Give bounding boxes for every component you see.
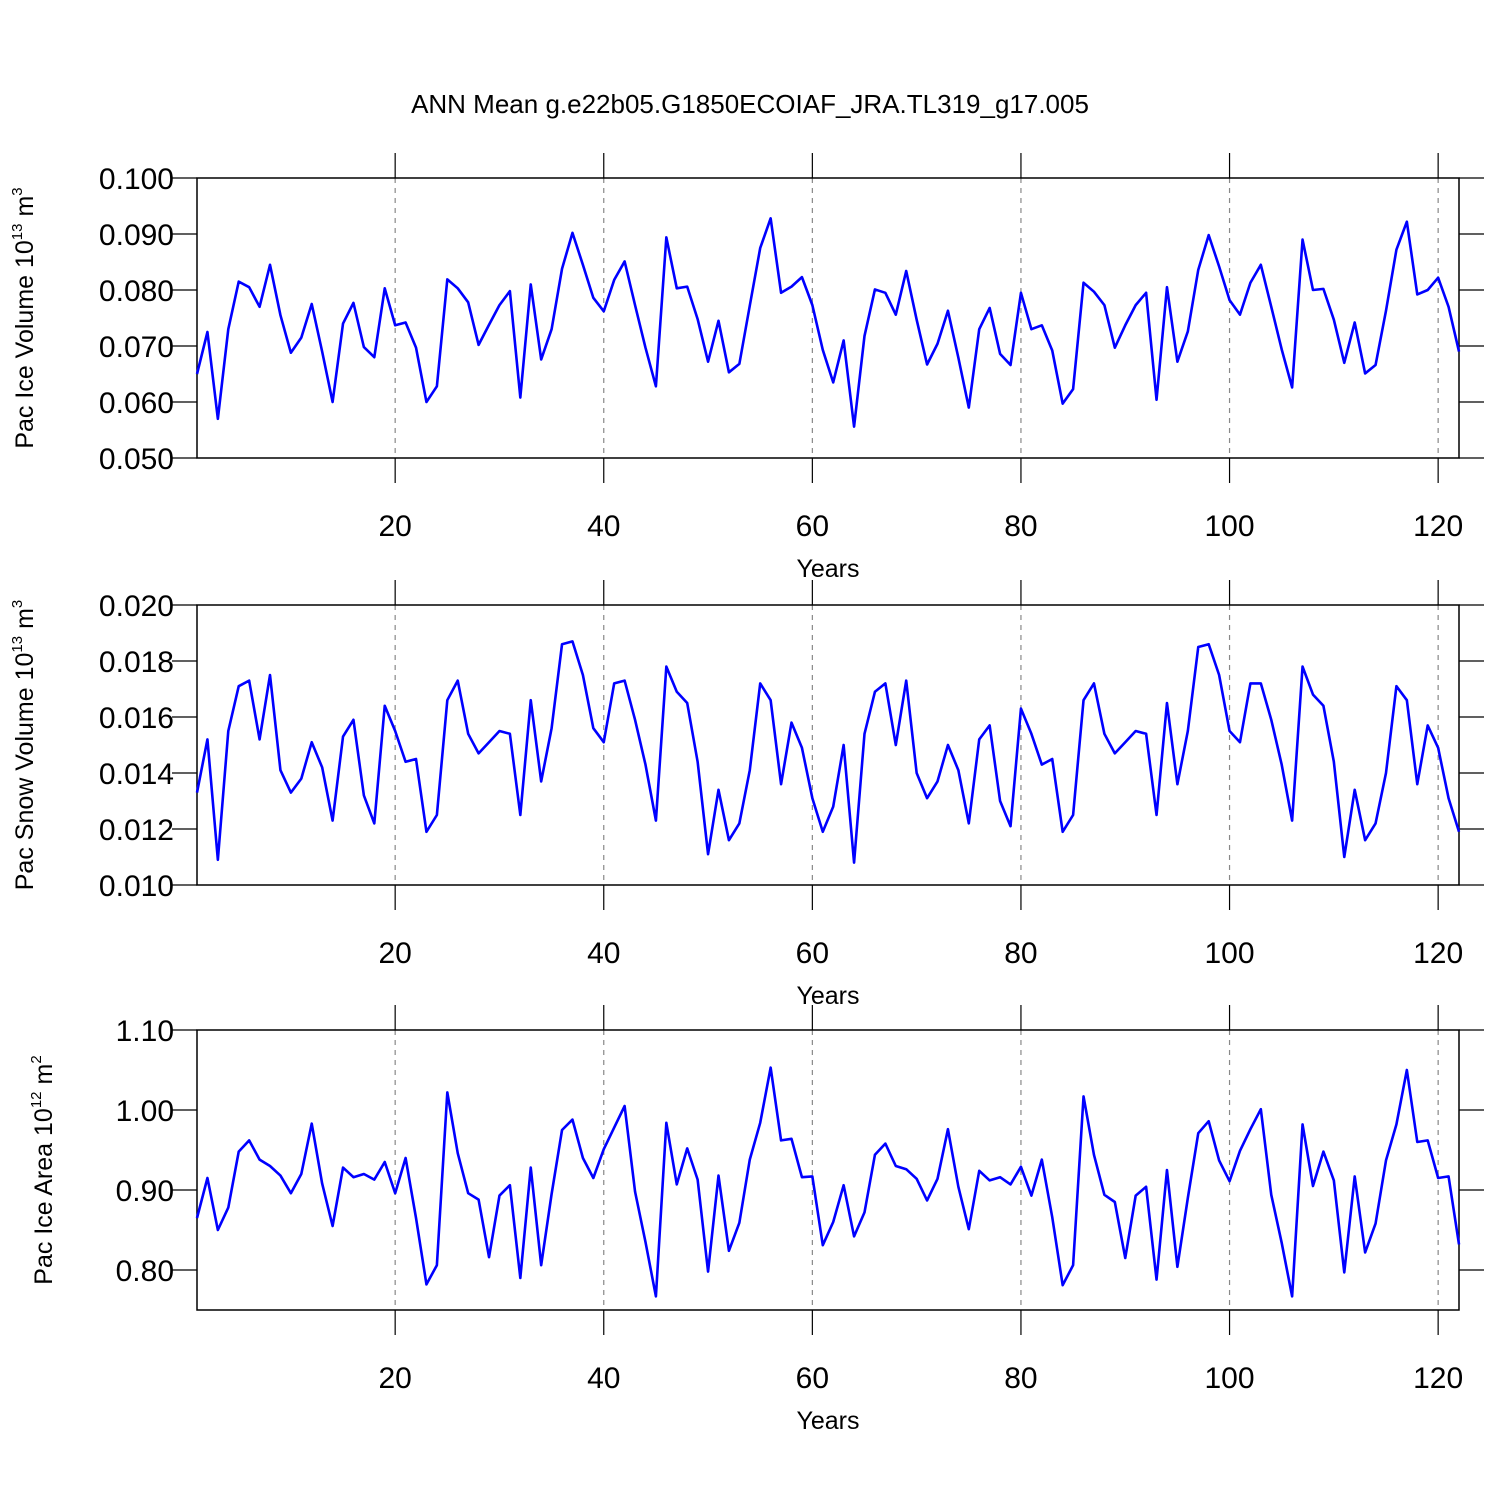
x-tick-label: 80 (1004, 937, 1037, 970)
y-axis-label-text: Pac Ice Area 10 (30, 1108, 58, 1285)
x-tick-label: 120 (1413, 1362, 1463, 1395)
y-tick-label: 1.10 (116, 1015, 174, 1048)
data-line (195, 217, 1461, 428)
y-tick-label: 0.90 (116, 1175, 174, 1208)
y-axis-label-exponent: 13 (9, 224, 26, 241)
y-axis-label-text: Pac Ice Volume 10 (11, 240, 39, 448)
x-tick-label: 40 (587, 510, 620, 543)
y-axis-label-exponent: 13 (9, 636, 26, 653)
x-tick-label: 60 (796, 937, 829, 970)
y-axis-label-exponent: 12 (28, 1091, 45, 1108)
y-tick-label: 0.060 (99, 387, 174, 420)
y-tick-label: 0.80 (116, 1255, 174, 1288)
x-tick-label: 100 (1205, 937, 1255, 970)
y-tick-label: 0.018 (99, 646, 174, 679)
x-tick-label: 20 (378, 937, 411, 970)
y-axis-label-unit: m (11, 196, 39, 217)
x-tick-label: 40 (587, 1362, 620, 1395)
y-axis-label-text: Pac Snow Volume 10 (11, 653, 39, 891)
x-tick-label: 80 (1004, 1362, 1037, 1395)
y-tick-label: 0.020 (99, 590, 174, 623)
y-axis-label-unit-exponent: 3 (9, 187, 26, 195)
y-tick-label: 0.080 (99, 275, 174, 308)
plot-frame (196, 1029, 1460, 1311)
figure-title: ANN Mean g.e22b05.G1850ECOIAF_JRA.TL319_… (411, 89, 1089, 119)
y-axis-label: Pac Snow Volume 1013 m3 (9, 600, 39, 891)
x-axis-label: Years (796, 982, 859, 1010)
y-tick-label: 0.090 (99, 219, 174, 252)
data-line (195, 1066, 1461, 1298)
x-tick-label: 120 (1413, 510, 1463, 543)
x-tick-label: 60 (796, 1362, 829, 1395)
x-tick-label: 40 (587, 937, 620, 970)
plot-frame (196, 604, 1460, 886)
x-tick-label: 80 (1004, 510, 1037, 543)
x-tick-label: 20 (378, 510, 411, 543)
y-tick-label: 1.00 (116, 1095, 174, 1128)
y-axis-label: Pac Ice Area 1012 m2 (28, 1055, 58, 1284)
data-line (195, 640, 1461, 864)
y-tick-label: 0.050 (99, 443, 174, 476)
y-tick-label: 0.014 (99, 758, 174, 791)
plot-frame (196, 177, 1460, 459)
y-axis-label-unit-exponent: 2 (28, 1055, 45, 1063)
x-axis-label: Years (796, 555, 859, 583)
y-axis-label-unit: m (11, 608, 39, 629)
y-tick-label: 0.070 (99, 331, 174, 364)
y-axis-label: Pac Ice Volume 1013 m3 (9, 187, 39, 448)
x-tick-label: 100 (1205, 510, 1255, 543)
x-tick-label: 100 (1205, 1362, 1255, 1395)
y-tick-label: 0.012 (99, 814, 174, 847)
x-tick-label: 20 (378, 1362, 411, 1395)
y-tick-label: 0.016 (99, 702, 174, 735)
x-axis-label: Years (796, 1407, 859, 1435)
y-tick-label: 0.010 (99, 870, 174, 903)
y-axis-label-unit-exponent: 3 (9, 600, 26, 608)
y-tick-label: 0.100 (99, 163, 174, 196)
y-axis-label-unit: m (30, 1064, 58, 1085)
x-tick-label: 120 (1413, 937, 1463, 970)
x-tick-label: 60 (796, 510, 829, 543)
